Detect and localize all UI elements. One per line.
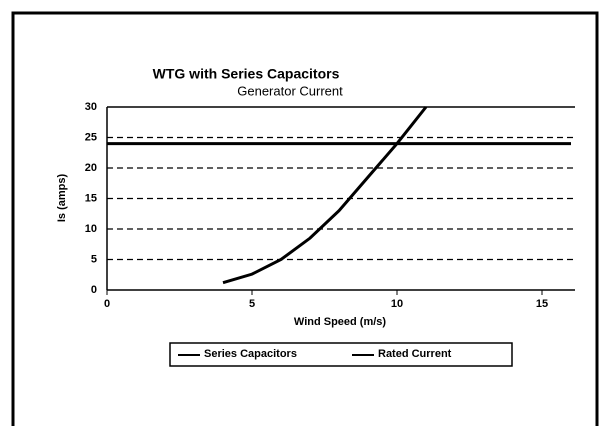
legend-label: Series Capacitors — [204, 348, 297, 360]
y-tick-label: 20 — [85, 162, 97, 174]
series-line — [222, 106, 428, 285]
x-tick-label: 0 — [104, 298, 110, 310]
chart-subtitle: Generator Current — [237, 83, 343, 98]
legend-box — [169, 342, 513, 367]
x-tick-label: 10 — [391, 298, 403, 310]
x-axis-label: Wind Speed (m/s) — [294, 316, 387, 328]
chart-title: WTG with Series Capacitors — [153, 66, 340, 82]
y-tick-label: 15 — [85, 192, 97, 204]
y-tick-label: 0 — [91, 284, 97, 296]
y-axis-label: Is (amps) — [56, 174, 68, 223]
frame — [11, 11, 599, 426]
x-tick-label: 15 — [536, 298, 548, 310]
y-tick-label: 10 — [85, 223, 97, 235]
y-tick-label: 5 — [91, 253, 97, 265]
x-tick-label: 5 — [249, 298, 255, 310]
y-tick-label: 25 — [85, 131, 97, 143]
legend-label: Rated Current — [378, 348, 452, 360]
y-tick-label: 30 — [85, 101, 97, 113]
